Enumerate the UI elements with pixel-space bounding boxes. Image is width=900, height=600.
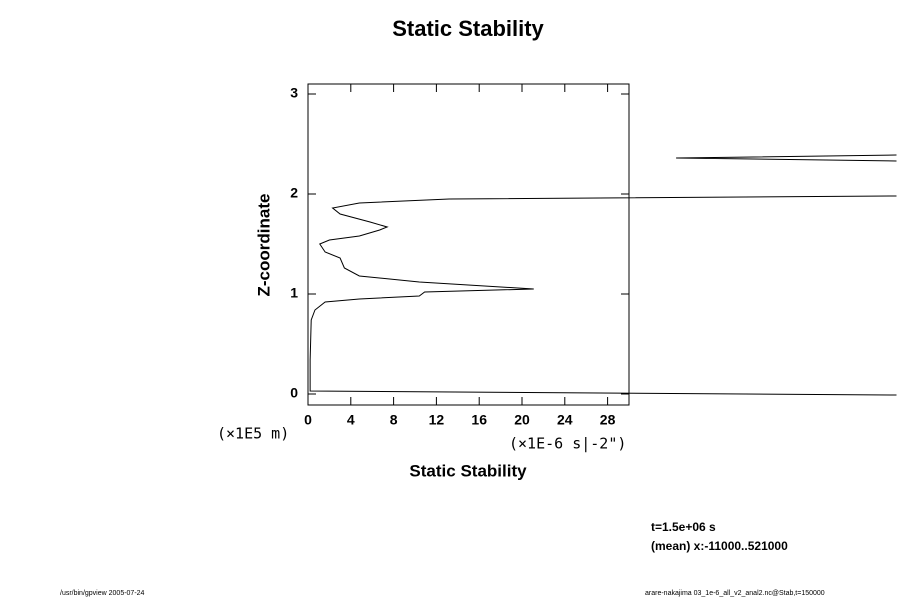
y-tick-label: 0	[290, 385, 298, 401]
x-tick-label: 28	[600, 412, 616, 428]
x-tick-label: 12	[429, 412, 445, 428]
plot-frame	[307, 83, 630, 406]
x-tick-label: 0	[304, 412, 312, 428]
footer: arare-nakajima 03_1e-6_all_v2_anal2.nc@S…	[645, 590, 825, 597]
x-tick-label: 16	[471, 412, 487, 428]
y-tick-label: 1	[290, 285, 298, 301]
data-line	[309, 154, 897, 396]
x-tick-label: 8	[390, 412, 398, 428]
x-units: (×1E-6 s|-2")	[509, 435, 626, 453]
x-axis-label: Static Stability	[409, 461, 527, 480]
y-units: (×1E5 m)	[217, 425, 289, 443]
y-tick-label: 2	[290, 185, 298, 201]
annotation: t=1.5e+06 s	[651, 520, 716, 534]
x-tick-label: 24	[557, 412, 573, 428]
y-tick-label: 3	[290, 85, 298, 101]
y-axis-label: Z-coordinate	[254, 194, 273, 297]
annotation: (mean) x:-11000..521000	[651, 539, 788, 553]
x-tick-label: 20	[514, 412, 530, 428]
x-tick-label: 4	[347, 412, 355, 428]
footer: /usr/bin/gpview 2005-07-24	[60, 590, 145, 597]
chart-title: Static Stability	[392, 16, 544, 41]
